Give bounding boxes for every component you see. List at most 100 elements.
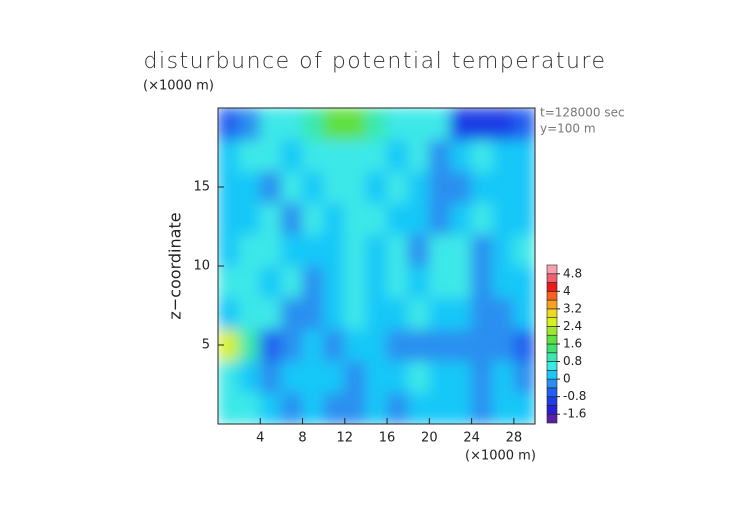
colorbar-tick-label: 1.6 — [563, 337, 582, 351]
cell — [386, 297, 409, 330]
cell — [471, 265, 494, 299]
cell — [280, 170, 304, 204]
field — [218, 108, 535, 424]
cell — [513, 233, 535, 267]
cell — [513, 360, 535, 393]
cell — [259, 202, 282, 235]
colorbar-tick-label: 0.8 — [563, 354, 582, 368]
cell — [407, 139, 430, 172]
y-unit: (×1000 m) — [143, 79, 214, 94]
cell — [280, 328, 304, 362]
cell — [323, 360, 346, 393]
cell — [428, 360, 451, 393]
colorbar-box — [546, 370, 558, 380]
cell — [428, 139, 451, 172]
cell — [492, 328, 515, 362]
cell — [344, 139, 367, 172]
cell — [280, 391, 304, 424]
cell — [471, 202, 494, 235]
cell — [238, 139, 261, 172]
cell — [428, 108, 451, 141]
cell — [492, 170, 515, 204]
cell — [365, 202, 388, 235]
cell — [492, 391, 515, 424]
colorbar-tick-label: 0 — [563, 372, 571, 386]
cell — [280, 265, 304, 299]
cell — [259, 360, 282, 393]
cell — [513, 108, 535, 141]
cell — [344, 360, 367, 393]
colorbar-box — [546, 361, 558, 371]
cell — [238, 265, 261, 299]
cell — [386, 265, 409, 299]
x-tick-label: 24 — [463, 431, 480, 446]
x-tick-label: 16 — [379, 431, 396, 446]
cell — [513, 391, 535, 424]
colorbar-tick-label: 2.4 — [563, 319, 582, 333]
cell — [513, 139, 535, 172]
cell — [344, 202, 367, 235]
colorbar-box — [546, 405, 558, 415]
cell — [365, 360, 388, 393]
cell — [492, 265, 515, 299]
cell — [302, 265, 325, 299]
y-tick-label: 5 — [202, 338, 210, 353]
colorbar-box — [546, 334, 558, 345]
cell — [365, 233, 388, 267]
colorbar-box — [546, 291, 558, 301]
colorbar-box — [546, 273, 558, 283]
colorbar-box — [546, 396, 558, 406]
cell — [407, 233, 430, 267]
cell — [471, 297, 494, 330]
cell — [513, 265, 535, 299]
cell — [259, 297, 282, 330]
cell — [259, 108, 282, 141]
colorbar-box — [546, 378, 558, 389]
x-tick-label: 4 — [256, 431, 264, 446]
cell — [471, 108, 494, 141]
colorbar-box — [546, 343, 558, 354]
cell — [218, 391, 240, 424]
cell — [492, 108, 515, 141]
cell — [449, 108, 473, 141]
cell — [492, 297, 515, 330]
cell — [513, 328, 535, 362]
cell — [259, 139, 282, 172]
cell — [449, 233, 473, 267]
cell — [238, 328, 261, 362]
cells — [218, 108, 535, 424]
cell — [218, 108, 240, 141]
cell — [386, 108, 409, 141]
colorbar-box — [546, 413, 558, 424]
cell — [471, 233, 494, 267]
cell — [365, 328, 388, 362]
cell — [302, 233, 325, 267]
cell — [238, 233, 261, 267]
cell — [280, 108, 304, 141]
cell — [386, 233, 409, 267]
cell — [428, 233, 451, 267]
cell — [449, 391, 473, 424]
cell — [323, 202, 346, 235]
cell — [386, 139, 409, 172]
y-tick-label: 15 — [193, 180, 210, 195]
cell — [407, 297, 430, 330]
cell — [259, 391, 282, 424]
cell — [428, 202, 451, 235]
cell — [407, 360, 430, 393]
cell — [449, 139, 473, 172]
cell — [492, 360, 515, 393]
colorbar-box — [546, 317, 558, 327]
cell — [323, 108, 346, 141]
cell — [323, 139, 346, 172]
cell — [471, 328, 494, 362]
cell — [323, 297, 346, 330]
cell — [344, 170, 367, 204]
colorbar-box — [546, 299, 558, 310]
cell — [302, 108, 325, 141]
cell — [259, 328, 282, 362]
cell — [218, 360, 240, 393]
cell — [428, 170, 451, 204]
cell — [218, 328, 240, 362]
